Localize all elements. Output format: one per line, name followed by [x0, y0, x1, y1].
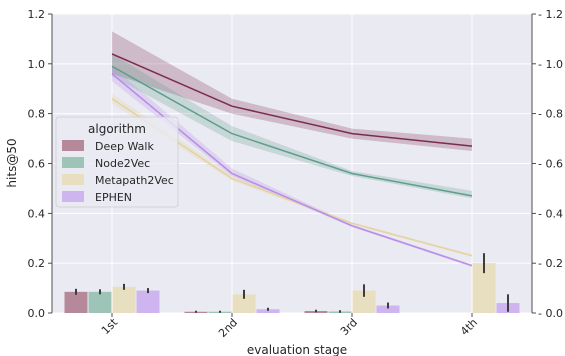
bar — [256, 309, 280, 313]
bar — [376, 305, 400, 313]
series-line — [111, 53, 473, 147]
y-tick-label: 0.2 — [28, 257, 46, 270]
y2-tick-label: - 0.0 — [538, 307, 563, 320]
y2-tick-label: - 0.4 — [538, 207, 563, 220]
legend-title: algorithm — [88, 122, 146, 136]
x-tick-label: 4th — [458, 316, 480, 338]
bar — [136, 290, 160, 313]
y2-tick-label: - 1.0 — [538, 58, 563, 71]
legend-box — [55, 116, 179, 208]
legend-label: Node2Vec — [95, 157, 150, 170]
y-axis-label: hits@50 — [5, 138, 19, 187]
ci-band — [112, 31, 472, 151]
y2-tick-label: - 1.2 — [538, 8, 563, 21]
legend-label: Deep Walk — [95, 140, 154, 153]
y-tick-label: 0.8 — [28, 108, 46, 121]
bar — [64, 291, 88, 313]
y-tick-label: 0.4 — [28, 207, 46, 220]
x-tick-label: 1st — [99, 315, 121, 337]
y-tick-label: 0.6 — [28, 158, 46, 171]
legend-swatch — [62, 157, 84, 168]
y-tick-label: 0.0 — [28, 307, 46, 320]
series-line — [111, 65, 473, 197]
y-tick-label: 1.0 — [28, 58, 46, 71]
y2-tick-label: - 0.8 — [538, 108, 563, 121]
y2-tick-label: - 0.6 — [538, 158, 563, 171]
bars — [64, 253, 520, 313]
x-tick-label: 2nd — [216, 316, 240, 340]
bar — [88, 291, 112, 313]
bar — [472, 263, 496, 313]
bar — [232, 294, 256, 313]
grid — [52, 13, 532, 314]
y2-axis-label: minutes — [562, 139, 565, 188]
legend-label: EPHEN — [95, 191, 132, 204]
x-tick-label: 3rd — [338, 316, 360, 338]
legend-swatch — [62, 140, 84, 151]
legend-label: Metapath2Vec — [95, 174, 174, 187]
bar — [112, 286, 136, 313]
legend: algorithm Deep Walk Node2Vec Metapath2Vec E… — [55, 116, 179, 208]
legend-swatch — [62, 191, 84, 202]
confidence-bands — [112, 31, 472, 267]
legend-swatch — [62, 174, 84, 185]
y-tick-label: 1.2 — [28, 8, 46, 21]
x-axis-label: evaluation stage — [247, 343, 347, 356]
bar — [352, 290, 376, 313]
y2-tick-label: - 0.2 — [538, 257, 563, 270]
